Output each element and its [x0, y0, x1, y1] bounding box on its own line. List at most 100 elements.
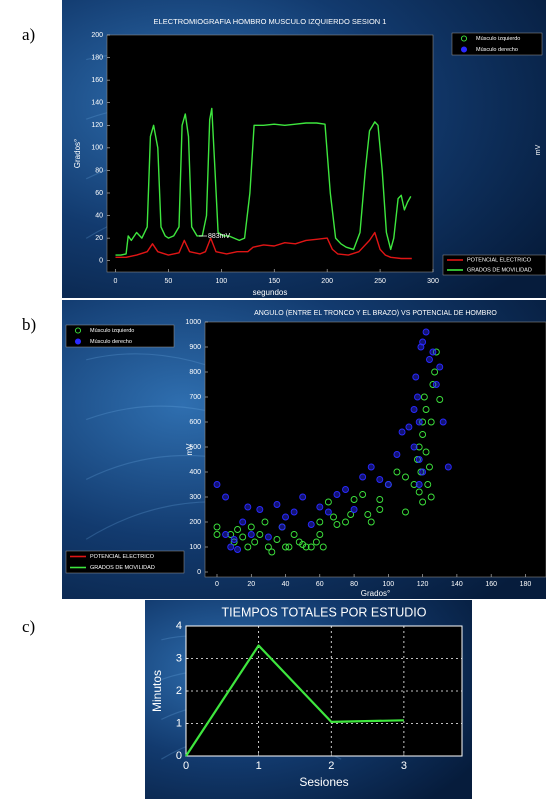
- y-tick-label: 300: [189, 494, 201, 501]
- scatter-point: [429, 381, 437, 388]
- x-tick-label: 3: [401, 760, 407, 772]
- scatter-point: [436, 363, 444, 371]
- legend-label: Músculo derecho: [90, 339, 132, 345]
- scatter-point: [282, 543, 289, 551]
- scatter-point: [402, 473, 409, 481]
- legend-box: [65, 324, 175, 348]
- scatter-point: [426, 463, 433, 471]
- extra-legend-label: Músculo izquierdo: [476, 36, 520, 42]
- scatter-point: [282, 513, 289, 521]
- x-tick-label: 100: [215, 278, 227, 285]
- scatter-point: [419, 338, 427, 346]
- scatter-point: [422, 406, 430, 413]
- scatter-point: [239, 518, 247, 526]
- x-tick-label: 180: [520, 581, 532, 588]
- scatter-point: [415, 418, 423, 426]
- scatter-point: [422, 448, 430, 456]
- scatter-point: [432, 381, 440, 388]
- legend-marker: [74, 338, 82, 345]
- y-tick-label: 900: [189, 344, 201, 351]
- scatter-point: [261, 518, 269, 526]
- scatter-point: [295, 538, 303, 546]
- scatter-point: [415, 488, 423, 496]
- scatter-point: [290, 531, 298, 538]
- scatter-point: [367, 518, 375, 526]
- scatter-point: [213, 531, 221, 538]
- scatter-point: [427, 493, 435, 501]
- extra-legend-label: GRADOS DE MOVILIDAD: [90, 565, 155, 571]
- plot-area: [204, 321, 546, 578]
- scatter-point: [350, 496, 358, 503]
- scatter-point: [398, 428, 406, 436]
- y-tick-label: 500: [189, 444, 201, 451]
- scatter-point: [417, 468, 425, 476]
- scatter-point: [419, 468, 427, 476]
- scatter-point: [312, 538, 320, 546]
- scatter-point: [426, 356, 433, 363]
- scatter-point: [350, 506, 358, 513]
- x-tick-label: 60: [316, 581, 324, 588]
- x-tick-label: 50: [164, 278, 172, 285]
- scatter-point: [415, 481, 423, 488]
- y-tick-label: 180: [91, 54, 103, 61]
- data-line: [115, 107, 412, 256]
- scatter-point: [222, 531, 230, 538]
- scatter-point: [278, 523, 286, 531]
- y-tick-label: 800: [189, 369, 201, 376]
- plot-area: [106, 34, 434, 273]
- scatter-point: [251, 538, 259, 546]
- x-tick-label: 150: [268, 278, 280, 285]
- x-tick-label: 100: [383, 581, 395, 588]
- x-tick-label: 1: [256, 760, 262, 772]
- scatter-point: [405, 423, 413, 431]
- y-tick-label: 4: [176, 620, 182, 632]
- scatter-point: [415, 456, 423, 463]
- scatter-point: [417, 343, 425, 351]
- scatter-point: [364, 511, 372, 518]
- data-line: [185, 644, 404, 757]
- chart-title: ELECTROMIOGRAFIA HOMBRO MUSCULO IZQUIERD…: [154, 17, 387, 26]
- scatter-point: [431, 368, 439, 376]
- scatter-point: [256, 531, 264, 538]
- y-tick-label: 600: [189, 419, 201, 426]
- y-tick-label: 3: [176, 652, 182, 664]
- scatter-point: [393, 468, 401, 476]
- scatter-point: [439, 418, 447, 426]
- scatter-point: [367, 463, 375, 471]
- scatter-point: [247, 523, 255, 531]
- extra-legend-label: POTENCIAL ELECTRICO: [90, 554, 155, 560]
- scatter-point: [414, 456, 421, 463]
- extra-legend-marker: [460, 35, 468, 42]
- extra-legend-marker: [460, 46, 468, 53]
- y-tick-label: 60: [95, 190, 103, 197]
- scatter-point: [376, 476, 384, 483]
- scatter-point: [330, 513, 337, 521]
- scatter-point: [429, 348, 437, 356]
- y-tick-label: 200: [189, 519, 201, 526]
- scatter-point: [316, 503, 324, 511]
- scatter-point: [410, 443, 418, 451]
- scatter-point: [316, 518, 324, 526]
- scatter-point: [227, 531, 235, 538]
- scatter-point: [410, 481, 418, 488]
- y-axis-label: Grados°: [73, 139, 82, 168]
- scatter-point: [333, 521, 341, 528]
- scatter-point: [412, 373, 420, 381]
- legend-label: POTENCIAL ELECTRICO: [467, 257, 532, 263]
- scatter-point: [376, 506, 384, 513]
- y-axis-label: Minutos: [150, 670, 164, 712]
- scatter-point: [307, 543, 315, 551]
- scatter-point: [420, 393, 428, 401]
- y-tick-label: 80: [95, 167, 103, 174]
- scatter-point: [244, 543, 252, 551]
- scatter-point: [307, 521, 315, 528]
- scatter-point: [227, 543, 235, 551]
- y2-axis-label: mV: [535, 144, 542, 155]
- scatter-point: [285, 543, 293, 551]
- y-tick-label: 20: [95, 235, 103, 242]
- x-tick-label: 20: [247, 581, 255, 588]
- y-tick-label: 700: [189, 394, 201, 401]
- y-tick-label: 40: [95, 212, 103, 219]
- panel-label: c): [22, 617, 35, 636]
